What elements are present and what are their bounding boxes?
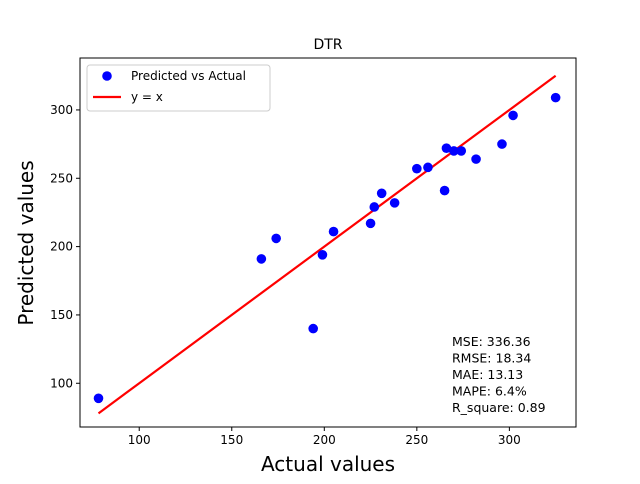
y-tick-label: 250	[50, 171, 73, 185]
scatter-point	[308, 323, 318, 334]
y-tick-label: 300	[50, 103, 73, 117]
scatter-point	[423, 162, 433, 173]
metric-line: MAE: 13.13	[452, 367, 523, 382]
plot-area	[93, 74, 561, 415]
metric-line: RMSE: 18.34	[452, 351, 531, 366]
scatter-point	[456, 146, 467, 156]
metric-line: R_square: 0.89	[452, 400, 546, 415]
scatter-point	[389, 198, 400, 208]
scatter-point	[412, 163, 422, 174]
chart-title: DTR	[313, 37, 342, 53]
x-tick-label: 250	[405, 433, 428, 447]
scatter-point	[441, 143, 452, 153]
axes: 100 150 200 250 300 100 150 200 250 300	[50, 57, 577, 447]
axes-frame	[79, 57, 577, 428]
x-axis-label: Actual values	[261, 452, 395, 476]
scatter-point	[449, 146, 459, 156]
scatter-point	[550, 92, 561, 103]
scatter-point	[497, 139, 507, 149]
legend-label-scatter: Predicted vs Actual	[131, 69, 246, 83]
y-tick-label: 200	[50, 240, 73, 254]
y-axis-label: Predicted values	[14, 160, 38, 325]
scatter-point	[328, 226, 339, 237]
scatter-point	[365, 218, 376, 229]
metric-line: MSE: 336.36	[452, 334, 531, 349]
identity-line	[97, 74, 557, 415]
scatter-point	[471, 154, 481, 164]
x-tick-label: 300	[498, 433, 521, 447]
y-tick-label: 150	[50, 308, 73, 322]
legend-label-line: y = x	[131, 90, 163, 104]
legend-marker-scatter	[102, 71, 112, 81]
scatter-point	[256, 254, 267, 264]
metric-line: MAPE: 6.4%	[452, 384, 527, 399]
scatter-point	[317, 250, 328, 260]
x-tick-label: 150	[220, 433, 243, 447]
scatter-point	[508, 110, 518, 121]
y-tick-label: 100	[50, 376, 73, 390]
scatter-point	[369, 202, 380, 212]
legend-box	[86, 64, 271, 112]
x-tick-label: 200	[313, 433, 336, 447]
scatter-point	[439, 185, 450, 196]
scatter-point	[93, 393, 104, 404]
scatter-point	[271, 233, 281, 244]
legend: Predicted vs Actual y = x	[86, 64, 271, 112]
x-tick-label: 100	[128, 433, 151, 447]
scatter-point	[376, 188, 387, 199]
